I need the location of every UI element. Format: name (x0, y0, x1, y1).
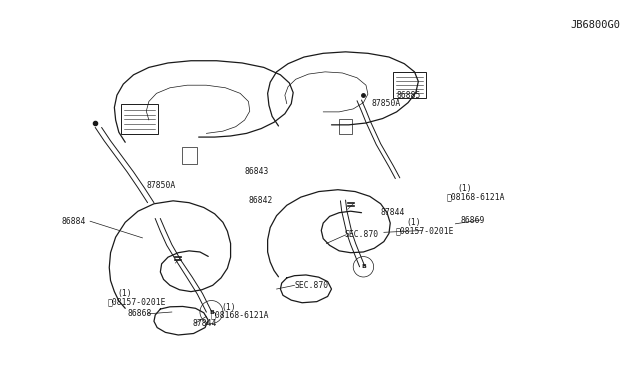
Text: SEC.870: SEC.870 (294, 281, 328, 290)
Text: 86868: 86868 (127, 310, 152, 318)
Text: 86843: 86843 (244, 167, 269, 176)
Text: Ⓑ08157-0201E: Ⓑ08157-0201E (108, 297, 166, 306)
Text: (1): (1) (406, 218, 421, 227)
Text: SEC.870: SEC.870 (344, 230, 378, 240)
Text: 87850A: 87850A (147, 182, 175, 190)
Text: (1): (1) (117, 289, 132, 298)
Text: Ⓑ08168-6121A: Ⓑ08168-6121A (447, 192, 505, 201)
Text: 87844: 87844 (192, 319, 217, 328)
FancyBboxPatch shape (182, 147, 196, 164)
Text: 86842: 86842 (248, 196, 273, 205)
FancyBboxPatch shape (339, 119, 352, 134)
FancyBboxPatch shape (393, 72, 426, 98)
Text: B: B (209, 310, 214, 314)
Text: 87844: 87844 (381, 208, 405, 217)
Text: (1): (1) (221, 303, 236, 312)
FancyBboxPatch shape (122, 105, 159, 134)
Text: 86869: 86869 (461, 216, 485, 225)
Text: (1): (1) (458, 185, 472, 193)
Text: 87850A: 87850A (371, 99, 401, 108)
Text: 86884: 86884 (61, 217, 86, 226)
Text: B: B (361, 264, 366, 269)
Text: JB6800G0: JB6800G0 (570, 20, 620, 30)
Text: 86885: 86885 (397, 91, 421, 100)
Text: Ⓑ08157-0201E: Ⓑ08157-0201E (396, 226, 454, 235)
Text: Ⓑ08168-6121A: Ⓑ08168-6121A (210, 311, 269, 320)
